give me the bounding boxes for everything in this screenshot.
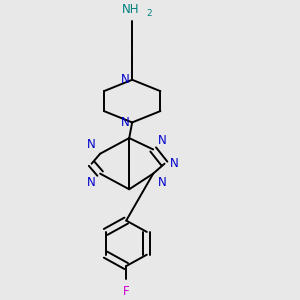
Text: F: F [123, 284, 130, 298]
Text: N: N [158, 134, 167, 147]
Text: N: N [158, 176, 167, 189]
Text: N: N [120, 73, 129, 86]
Text: NH: NH [122, 3, 140, 16]
Text: N: N [87, 138, 96, 152]
Text: N: N [87, 176, 96, 189]
Text: N: N [170, 157, 178, 170]
Text: N: N [120, 116, 129, 129]
Text: 2: 2 [146, 8, 152, 17]
